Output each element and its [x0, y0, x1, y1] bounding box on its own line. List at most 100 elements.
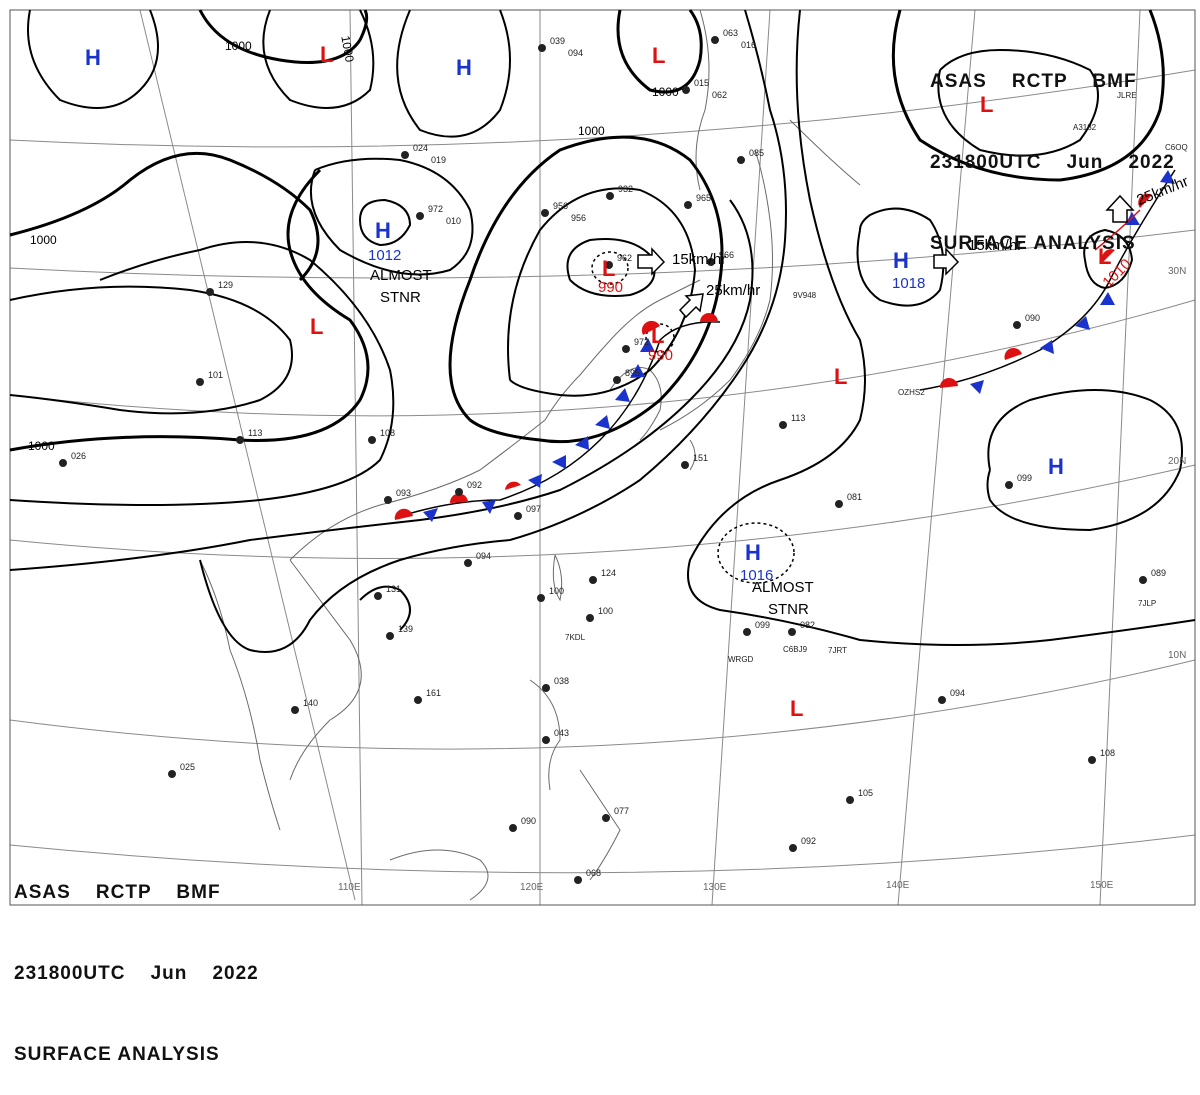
station-pressure-label: 113 [791, 413, 805, 423]
station-dot [684, 201, 692, 209]
station-pressure-label: 139 [398, 624, 413, 634]
station-dot [514, 512, 522, 520]
station-dot [788, 628, 796, 636]
high-center-symbol: H [375, 218, 391, 243]
warm-front-bump [505, 481, 521, 490]
station-pressure-label: 090 [1025, 313, 1040, 323]
station-dot [589, 576, 597, 584]
station-dot [1005, 481, 1013, 489]
arrow-up-icon [1105, 194, 1135, 223]
station-pressure-label: 932 [618, 184, 633, 194]
longitude-label: 110E [338, 882, 361, 893]
isobar-nw-low [262, 9, 375, 109]
station-pressure-label: 124 [601, 568, 616, 578]
station-pressure-label: 962 [617, 253, 632, 263]
pressure-centers: H L H L L H L L L H L H H L L [85, 42, 1111, 721]
cold-front-tri [1160, 170, 1175, 184]
station-pressure-label: 100 [598, 606, 613, 616]
station-code-label: JLRE [1117, 91, 1137, 100]
station-pressure-label: 099 [1017, 473, 1032, 483]
warm-front-symbols [394, 193, 1152, 520]
station-pressure-label: 966 [719, 250, 734, 260]
low-center-symbol: L [651, 323, 664, 348]
warm-front-bump [939, 377, 958, 388]
longitude-line [711, 9, 771, 906]
dotted-circle-990a [591, 251, 629, 285]
station-dot [416, 212, 424, 220]
isobar-nw-high [27, 9, 159, 109]
station-dot [401, 151, 409, 159]
station-dot [196, 378, 204, 386]
station-dot [206, 288, 214, 296]
station-pressure-label: 043 [554, 728, 569, 738]
low-center-symbol: L [602, 256, 615, 281]
station-pressure-label: 972 [634, 337, 649, 347]
station-dot [682, 86, 690, 94]
isobar-label: 1000 [30, 233, 57, 247]
longitude-label: 130E [703, 882, 727, 893]
isobar-1012-high [309, 157, 474, 276]
isobar-1012-inner [359, 198, 412, 247]
cold-front-tri [482, 500, 496, 514]
station-dot [384, 496, 392, 504]
coastline-kuril [789, 119, 861, 186]
coastline-south-china [289, 559, 362, 781]
station-dot [374, 592, 382, 600]
station-dot [1139, 576, 1147, 584]
isobar-east-ridge [687, 9, 1196, 646]
station-pressure-label: 100 [549, 586, 564, 596]
station-codes: 7KDL WRGD C6BJ9 7JRT 7JLP 9V948 OZHS2 A3182 JLRE… [565, 91, 1188, 664]
coastline-philippines-south [579, 769, 621, 881]
station-pressure-label: 068 [586, 868, 601, 878]
graticule [9, 9, 1196, 906]
header-line-3: SURFACE ANALYSIS [14, 1044, 220, 1065]
station-pressure-label: 151 [693, 453, 708, 463]
station-pressure-label: 105 [858, 788, 873, 798]
longitude-line [897, 9, 976, 906]
station-dot [743, 628, 751, 636]
station-pressure-label: 038 [554, 676, 569, 686]
station-dot [386, 632, 394, 640]
station-pressure-label: 099 [755, 620, 770, 630]
station-dot [455, 488, 463, 496]
isobar-east-high [986, 389, 1183, 532]
station-dot [602, 814, 610, 822]
station-dot [606, 192, 614, 200]
cold-front-tri [552, 455, 566, 469]
warm-front-bump [700, 313, 718, 322]
station-dot [622, 345, 630, 353]
station-pressure-label: 062 [712, 90, 727, 100]
station-dot [938, 696, 946, 704]
station-dot [613, 376, 621, 384]
header-line-1: ASAS RCTP BMF [930, 71, 1137, 92]
latitude-label: 10N [1168, 650, 1186, 661]
coastline-korea [609, 367, 662, 441]
station-code-label: WRGD [728, 655, 754, 664]
note-almost-stnr: STNR [380, 289, 421, 306]
note-almost-stnr: STNR [768, 601, 809, 618]
coastline-indochina [199, 559, 281, 831]
station-pressure-label: 015 [694, 78, 709, 88]
station-dot [542, 736, 550, 744]
isobar-1000-north [9, 151, 320, 282]
latitude-line [9, 464, 1196, 559]
center-pressure-990b: 990 [648, 347, 673, 364]
station-dot [509, 824, 517, 832]
low-center-symbol: L [652, 43, 665, 68]
stationary-front-east [919, 169, 1176, 391]
station-labels: 039 063 015 024 972 956 932 965 085 962 972 895 966 0… [71, 28, 1166, 878]
station-pressure-label: 113 [248, 428, 262, 438]
station-markers [59, 36, 1147, 884]
note-almost-stnr: ALMOST [370, 267, 432, 284]
high-center-symbol: H [745, 540, 761, 565]
station-code-label: 7KDL [565, 633, 586, 642]
latitude-line [9, 659, 1196, 750]
station-pressure-label: 010 [446, 216, 461, 226]
center-pressure-1018: 1018 [892, 275, 925, 292]
station-dot [537, 594, 545, 602]
station-pressure-label: 140 [303, 698, 318, 708]
arrow-up-right-icon [678, 293, 704, 319]
header-line-2: 231800UTC Jun 2022 [930, 152, 1175, 173]
isobar-1000-north-low [616, 9, 703, 94]
warm-front-bump [449, 493, 468, 503]
